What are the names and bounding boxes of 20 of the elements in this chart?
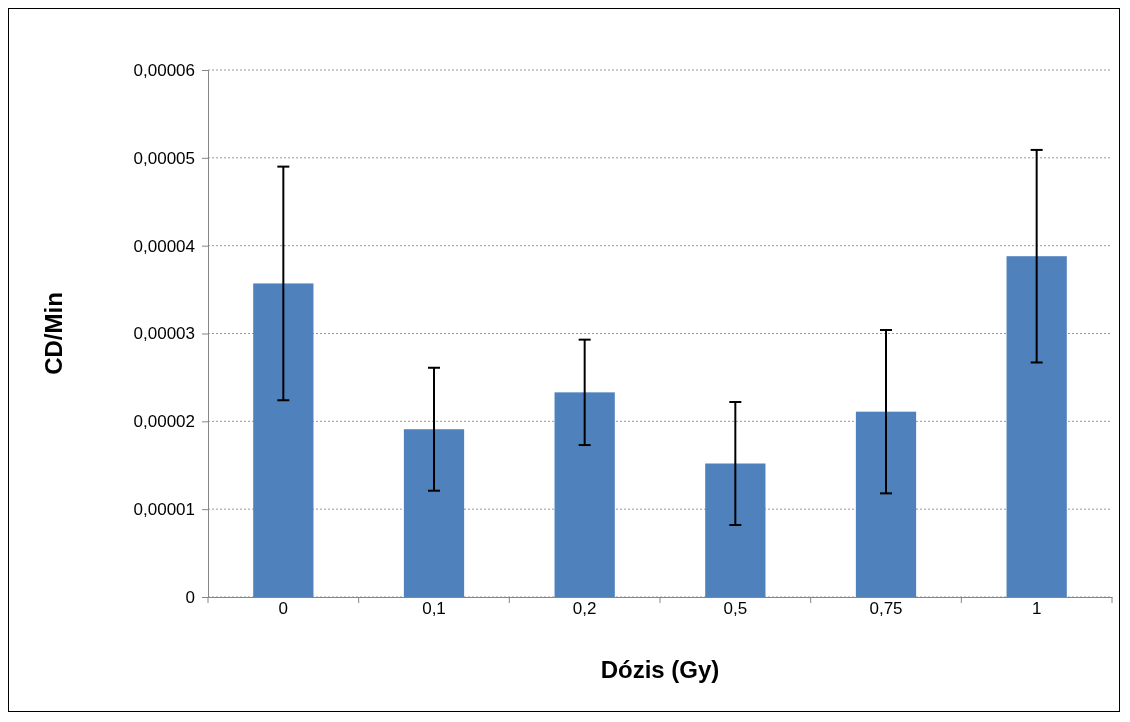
x-axis-title: Dózis (Gy) <box>600 656 720 683</box>
x-tick-label: 0,75 <box>869 599 903 618</box>
x-tick-label: 1 <box>1031 599 1042 618</box>
x-tick-label: 0,5 <box>723 599 748 618</box>
bar <box>855 411 917 597</box>
y-tick-label: 0,00006 <box>133 60 195 80</box>
bar <box>554 392 615 597</box>
bar <box>705 463 766 597</box>
y-tick-label: 0,00002 <box>133 412 195 432</box>
x-tick-label: 0,2 <box>572 599 597 618</box>
y-tick-label: 0,00003 <box>133 324 195 344</box>
y-tick-label: 0,00004 <box>133 236 195 256</box>
y-axis-title: CD/Min <box>40 292 67 375</box>
bar <box>1006 256 1067 597</box>
x-tick-label: 0 <box>278 599 289 618</box>
y-tick-label: 0,00005 <box>133 148 195 168</box>
bar <box>253 283 314 597</box>
bar <box>403 429 465 597</box>
x-tick-label: 0,1 <box>422 599 446 618</box>
y-tick-label: 0,00001 <box>133 500 195 520</box>
